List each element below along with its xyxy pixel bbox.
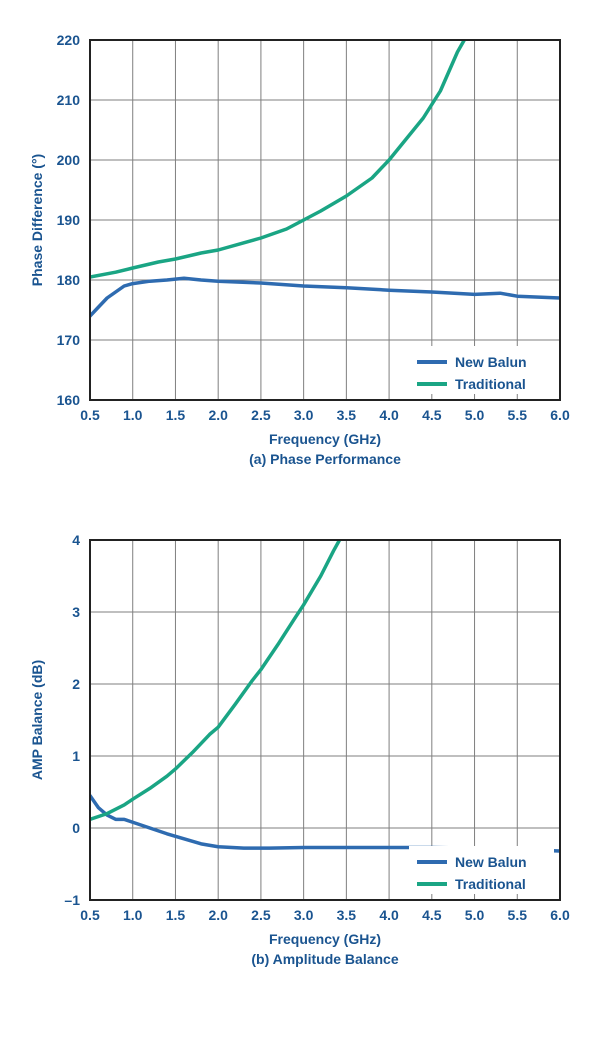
x-tick-label: 3.5 [337,407,357,423]
x-tick-label: 5.0 [465,907,485,923]
y-tick-label: 160 [57,392,81,408]
x-tick-label: 4.0 [379,407,399,423]
x-tick-label: 6.0 [550,407,570,423]
legend-label: New Balun [455,854,527,870]
x-tick-label: 4.0 [379,907,399,923]
x-tick-label: 3.0 [294,407,314,423]
y-tick-label: 0 [72,820,80,836]
x-tick-label: 4.5 [422,407,442,423]
phase-performance-chart: 0.5 1.0 1.5 2.0 2.5 3.0 3.5 4.0 4.5 5.0 5.5 6.0 160 1… [20,20,580,490]
chart-caption: (b) Amplitude Balance [251,951,398,967]
y-tick-label: 220 [57,32,81,48]
x-tick-label: 1.5 [166,907,186,923]
y-tick-label: 210 [57,92,81,108]
x-axis-label: Frequency (GHz) [269,431,381,447]
x-tick-label: 0.5 [80,907,100,923]
x-tick-label: 2.5 [251,407,271,423]
x-tick-label: 1.0 [123,407,143,423]
y-axis-label: Phase Difference (°) [29,154,45,286]
x-tick-label: 1.0 [123,907,143,923]
x-tick-label: 6.0 [550,907,570,923]
x-tick-label: 1.5 [166,407,186,423]
y-tick-label: 190 [57,212,81,228]
amplitude-balance-chart: 0.5 1.0 1.5 2.0 2.5 3.0 3.5 4.0 4.5 5.0 5.5 6.0 –1 0 1… [20,520,580,990]
y-tick-label: 200 [57,152,81,168]
x-tick-label: 0.5 [80,407,100,423]
y-tick-label: 4 [72,532,80,548]
x-tick-label: 5.5 [508,907,528,923]
chart-b-svg: 0.5 1.0 1.5 2.0 2.5 3.0 3.5 4.0 4.5 5.0 5.5 6.0 –1 0 1… [20,520,580,990]
y-tick-label: 2 [72,676,80,692]
y-tick-label: 1 [72,748,80,764]
chart-caption: (a) Phase Performance [249,451,401,467]
legend-label: New Balun [455,354,527,370]
x-axis-label: Frequency (GHz) [269,931,381,947]
x-tick-label: 4.5 [422,907,442,923]
x-tick-label: 3.0 [294,907,314,923]
x-tick-label: 5.5 [508,407,528,423]
y-axis-label: AMP Balance (dB) [29,660,45,780]
y-tick-label: 180 [57,272,81,288]
x-tick-label: 2.0 [208,907,228,923]
x-tick-label: 2.0 [208,407,228,423]
legend-label: Traditional [455,876,526,892]
y-tick-label: –1 [64,892,80,908]
y-tick-label: 3 [72,604,80,620]
y-tick-label: 170 [57,332,81,348]
x-tick-label: 2.5 [251,907,271,923]
x-tick-label: 3.5 [337,907,357,923]
chart-a-svg: 0.5 1.0 1.5 2.0 2.5 3.0 3.5 4.0 4.5 5.0 5.5 6.0 160 1… [20,20,580,490]
legend-label: Traditional [455,376,526,392]
x-tick-label: 5.0 [465,407,485,423]
